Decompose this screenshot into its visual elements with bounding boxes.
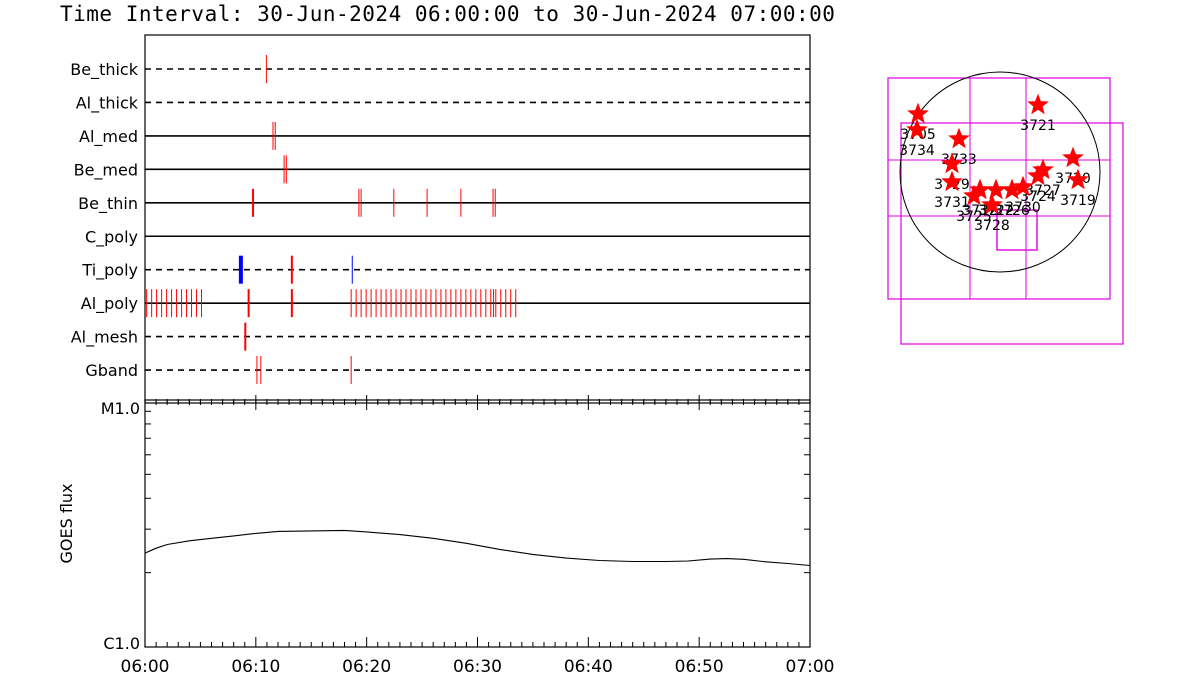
row-label: Al_med bbox=[79, 127, 138, 147]
active-region-star bbox=[1027, 164, 1049, 186]
active-region-star bbox=[985, 178, 1007, 200]
active-region-star bbox=[1027, 93, 1049, 115]
fov-box bbox=[887, 77, 1111, 300]
row-label: Be_thin bbox=[78, 194, 138, 214]
active-region-label: 3726 bbox=[994, 203, 1030, 219]
active-region-star bbox=[941, 170, 963, 192]
active-region-label: 3734 bbox=[899, 143, 935, 159]
active-region-label: 3731 bbox=[934, 195, 970, 211]
active-region-label: 3721 bbox=[1020, 118, 1056, 134]
event-timeline-panel: Be_thick Al_thick Al_med Be_med Be_thin C_pol… bbox=[70, 34, 811, 404]
row-label: C_poly bbox=[85, 227, 138, 247]
active-region-star bbox=[907, 102, 929, 124]
row-label: Al_poly bbox=[81, 294, 138, 314]
active-region-star bbox=[1067, 168, 1089, 190]
active-region-label: 3733 bbox=[941, 152, 977, 168]
x-tick-label: 06:50 bbox=[675, 657, 724, 677]
row-label: Al_thick bbox=[76, 93, 139, 113]
row-label: Be_med bbox=[74, 160, 138, 180]
x-tick-label: 06:20 bbox=[342, 657, 391, 677]
solar-disk bbox=[899, 71, 1101, 273]
x-tick-label: 06:00 bbox=[121, 657, 170, 677]
row-label: Al_mesh bbox=[71, 328, 138, 348]
active-region-label: 3727 bbox=[1025, 183, 1061, 199]
active-region-label: 3724 bbox=[1020, 189, 1056, 205]
row-label: Ti_poly bbox=[81, 261, 138, 281]
solar-map-panel: 3705373437333729373137213720371937273724… bbox=[887, 71, 1124, 345]
y-axis-label: GOES flux bbox=[57, 483, 76, 563]
page-title: Time Interval: 30-Jun-2024 06:00:00 to 3… bbox=[60, 2, 836, 26]
fov-box bbox=[900, 122, 1124, 345]
active-region-star bbox=[963, 184, 985, 206]
x-tick-label: 06:30 bbox=[453, 657, 502, 677]
active-region-label: 3725 bbox=[956, 209, 992, 225]
active-region-star bbox=[981, 193, 1003, 215]
goes-flux-line bbox=[144, 529, 811, 567]
y-tick-label: C1.0 bbox=[103, 634, 140, 653]
row-label: Gband bbox=[85, 361, 138, 380]
row-label: Be_thick bbox=[70, 60, 138, 80]
active-region-label: 3719 bbox=[1060, 193, 1096, 209]
x-tick-label: 06:10 bbox=[231, 657, 280, 677]
active-region-star bbox=[1001, 178, 1023, 200]
active-region-star bbox=[906, 118, 928, 140]
goes-frame bbox=[144, 399, 811, 648]
x-tick-label: 07:00 bbox=[786, 657, 835, 677]
active-region-star bbox=[1062, 146, 1084, 168]
x-tick-label: 06:40 bbox=[564, 657, 613, 677]
active-region-label: 3728 bbox=[974, 218, 1010, 234]
y-tick-label: M1.0 bbox=[101, 399, 140, 418]
active-region-star bbox=[1012, 175, 1034, 197]
goes-flux-panel: 06:00 06:10 06:20 06:30 06:40 06:50 07:00 M1.0 C… bbox=[57, 399, 835, 677]
active-region-star bbox=[941, 152, 963, 174]
fov-box bbox=[996, 209, 1038, 251]
active-region-label: 3730 bbox=[1005, 200, 1041, 216]
active-region-star bbox=[948, 127, 970, 149]
